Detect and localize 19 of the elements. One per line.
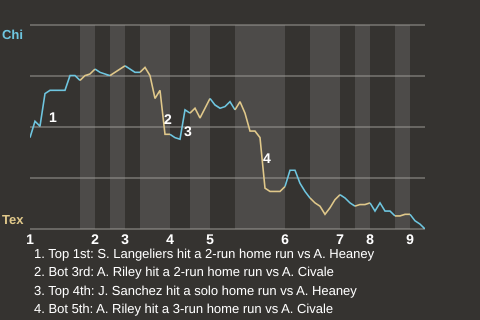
x-tick-label: 5 <box>206 231 214 247</box>
text: 3. Top 4th: J. Sanchez hit a solo home run vs A. Heaney <box>34 283 358 298</box>
text: 1. Top 1st: S. Langeliers hit a 2-run home run vs A. Heaney <box>34 246 375 261</box>
x-tick-label: 1 <box>26 231 34 247</box>
annotation: 1 <box>49 109 57 125</box>
x-tick-label: 9 <box>406 231 414 247</box>
x-tick-label: 8 <box>366 231 374 247</box>
x-tick-label: 3 <box>121 231 130 247</box>
text: 2. Bot 3rd: A. Riley hit a 2-run home run vs A. Civale <box>34 264 334 279</box>
annotation: 4 <box>263 150 271 166</box>
annotation: 3 <box>184 123 192 139</box>
x-tick-label: 2 <box>91 231 100 247</box>
x-tick-label: 7 <box>336 231 344 247</box>
text: Chi <box>2 27 23 42</box>
x-tick-label: 4 <box>166 231 174 247</box>
annotation: 2 <box>164 111 172 127</box>
text: 4. Bot 5th: A. Riley hit a 3-run home run vs A. Civale <box>34 301 334 316</box>
x-tick-label: 6 <box>281 231 290 247</box>
text: Tex <box>2 212 24 227</box>
